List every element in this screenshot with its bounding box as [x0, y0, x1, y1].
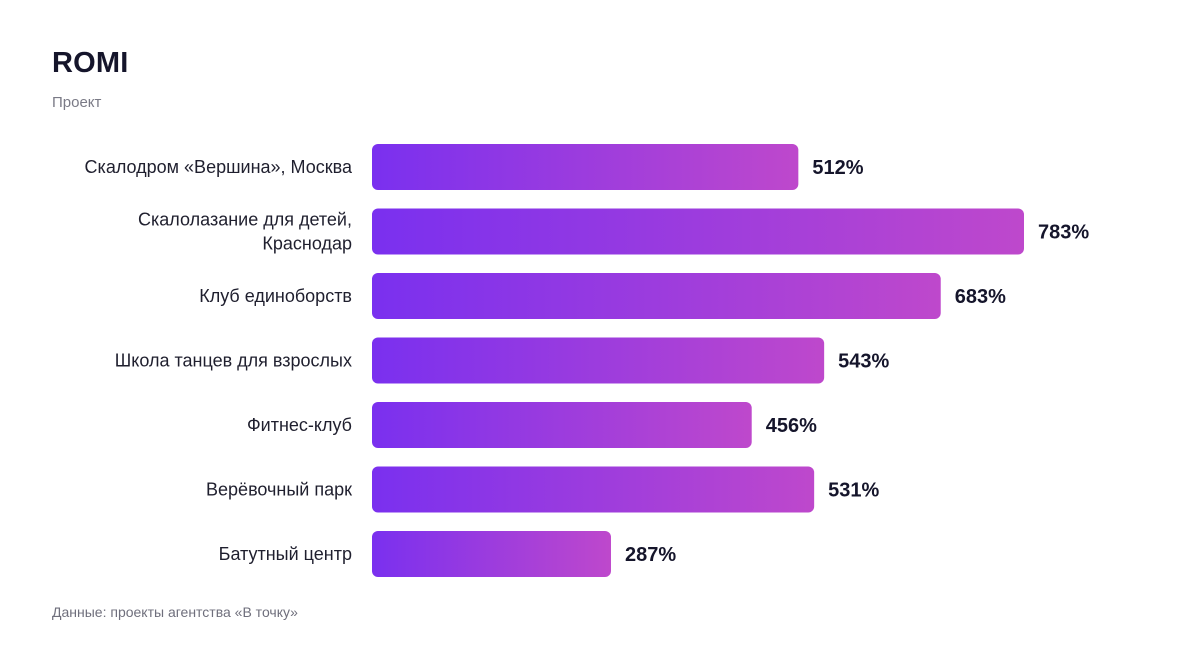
- category-label: Фитнес-клуб: [247, 415, 352, 435]
- bar-value-label: 683%: [955, 286, 1006, 308]
- bar: [372, 337, 825, 384]
- category-label: Батутный центр: [219, 544, 352, 564]
- bar-value-label: 531%: [828, 480, 879, 502]
- category-label: Школа танцев для взрослых: [115, 351, 352, 371]
- chart-subtitle: Проект: [52, 94, 102, 111]
- bar: [372, 273, 941, 319]
- bar: [372, 531, 611, 577]
- bar-value-label: 512%: [812, 157, 863, 179]
- category-label: Клуб единоборств: [199, 286, 352, 306]
- category-label: Скалолазание для детей, Краснодар: [138, 210, 352, 254]
- bar-value-label: 543%: [838, 351, 889, 373]
- bar: [372, 402, 752, 448]
- chart-title: ROMI: [52, 47, 129, 79]
- bar-value-label: 287%: [625, 544, 676, 566]
- bar: [372, 466, 815, 513]
- bar: [372, 208, 1024, 255]
- bar-value-label: 783%: [1038, 222, 1089, 244]
- bars-group: 512% Скалодром «Вершина», Москва 783% Скало…: [85, 144, 1089, 577]
- bar: [372, 144, 799, 190]
- category-label: Скалодром «Вершина», Москва: [85, 157, 353, 177]
- data-source-note: Данные: проекты агентства «В точку»: [52, 604, 298, 620]
- category-label: Верёвочный парк: [206, 480, 352, 500]
- bar-value-label: 456%: [766, 415, 817, 437]
